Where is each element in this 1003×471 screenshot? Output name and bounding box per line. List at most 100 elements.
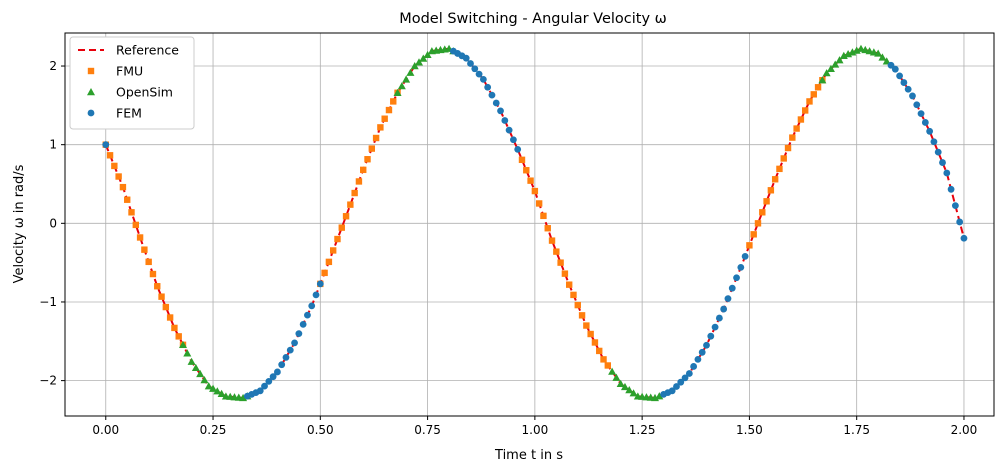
opensim-point	[393, 88, 402, 96]
fmu-point	[162, 303, 170, 311]
fmu-point	[553, 248, 560, 255]
opensim-point	[179, 340, 188, 349]
fmu-point	[166, 314, 174, 321]
fem-point	[896, 72, 903, 80]
fmu-point	[784, 144, 792, 152]
opensim-point	[196, 369, 205, 378]
fmu-point	[355, 178, 363, 185]
legend-swatch-fmu	[87, 67, 95, 75]
fmu-point	[797, 116, 805, 123]
legend: Reference FMU OpenSim FEM	[69, 36, 195, 130]
fem-point	[891, 65, 899, 73]
fem-point	[102, 141, 110, 149]
fem-point	[484, 83, 492, 91]
fem-point	[711, 323, 719, 331]
fmu-point	[141, 246, 148, 253]
fmu-point	[591, 339, 599, 346]
fmu-point	[771, 176, 779, 183]
y-axis-title: Velocity ω in rad/s	[12, 164, 27, 283]
fem-point	[673, 383, 680, 390]
fem-point	[269, 373, 277, 381]
fem-point	[256, 387, 264, 395]
fem-point	[505, 126, 513, 134]
opensim-point	[397, 82, 406, 90]
opensim-point	[878, 53, 887, 61]
opensim-point	[831, 60, 840, 68]
fem-point	[694, 355, 702, 363]
fmu-point	[759, 209, 766, 216]
opensim-point	[655, 392, 664, 400]
fmu-point	[368, 145, 376, 152]
fem-point	[904, 85, 912, 93]
fem-point	[715, 314, 723, 322]
opensim-point	[217, 389, 226, 397]
fem-point	[930, 138, 938, 146]
fmu-point	[767, 187, 775, 194]
fem-series	[102, 47, 968, 400]
fem-point	[698, 348, 706, 356]
fem-point	[488, 91, 496, 99]
fmu-point	[578, 312, 586, 319]
fmu-point	[360, 166, 367, 174]
fmu-point	[570, 291, 577, 299]
fem-point	[479, 76, 487, 83]
legend-swatch-fem	[87, 109, 95, 117]
fem-point	[514, 145, 522, 153]
opensim-point	[187, 357, 196, 365]
fmu-point	[158, 293, 165, 300]
legend-box	[69, 36, 195, 130]
fmu-point	[334, 235, 341, 243]
fmu-point	[557, 259, 564, 266]
fmu-point	[132, 221, 140, 229]
fem-point	[728, 284, 736, 292]
fem-point	[497, 107, 504, 115]
fmu-point	[780, 155, 787, 162]
fmu-point	[793, 125, 800, 132]
opensim-point	[419, 54, 428, 62]
fmu-point	[810, 91, 817, 98]
fmu-series	[102, 76, 826, 369]
fmu-point	[806, 98, 813, 105]
fem-point	[720, 305, 728, 313]
fmu-point	[746, 242, 753, 249]
fem-point	[274, 368, 281, 376]
opensim-point	[625, 386, 634, 394]
fem-point	[909, 92, 916, 100]
fem-point	[261, 382, 268, 390]
opensim-point	[204, 382, 213, 390]
fem-point	[265, 377, 273, 385]
fem-point	[733, 274, 740, 282]
fmu-point	[776, 165, 783, 173]
fmu-point	[342, 213, 350, 220]
fem-point	[510, 136, 517, 144]
grid	[65, 33, 994, 416]
fmu-point	[149, 270, 157, 278]
fem-point	[475, 70, 483, 78]
fem-point	[278, 361, 286, 369]
opensim-point	[191, 363, 200, 372]
opensim-point	[410, 62, 419, 70]
fem-point	[707, 332, 715, 340]
y-tick-label: 1	[49, 138, 57, 152]
opensim-point	[415, 58, 424, 66]
fem-point	[943, 169, 951, 177]
legend-label-fem: FEM	[116, 106, 142, 121]
y-tick-label: 2	[49, 59, 57, 73]
legend-label-opensim: OpenSim	[116, 85, 173, 100]
x-tick-label: 2.00	[951, 423, 978, 437]
fmu-point	[377, 124, 384, 131]
fem-point	[467, 60, 474, 67]
x-tick-label: 0.00	[92, 423, 119, 437]
opensim-point	[826, 64, 835, 72]
fmu-point	[329, 247, 337, 254]
fmu-point	[124, 196, 131, 203]
x-axis-title: Time t in s	[494, 448, 563, 463]
x-tick-label: 0.75	[414, 423, 441, 437]
fem-point	[299, 320, 307, 328]
fmu-point	[801, 107, 809, 114]
fem-point	[681, 374, 689, 382]
fmu-point	[338, 224, 345, 231]
fmu-point	[518, 156, 526, 164]
plot-area-frame	[64, 32, 995, 417]
fmu-point	[111, 162, 118, 170]
